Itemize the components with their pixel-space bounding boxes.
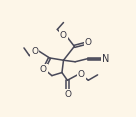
Text: O: O: [78, 70, 85, 79]
Text: O: O: [40, 65, 47, 74]
Text: N: N: [102, 54, 109, 64]
Text: O: O: [31, 46, 38, 55]
Text: O: O: [65, 90, 72, 99]
Text: O: O: [60, 31, 67, 40]
Text: O: O: [85, 38, 92, 47]
